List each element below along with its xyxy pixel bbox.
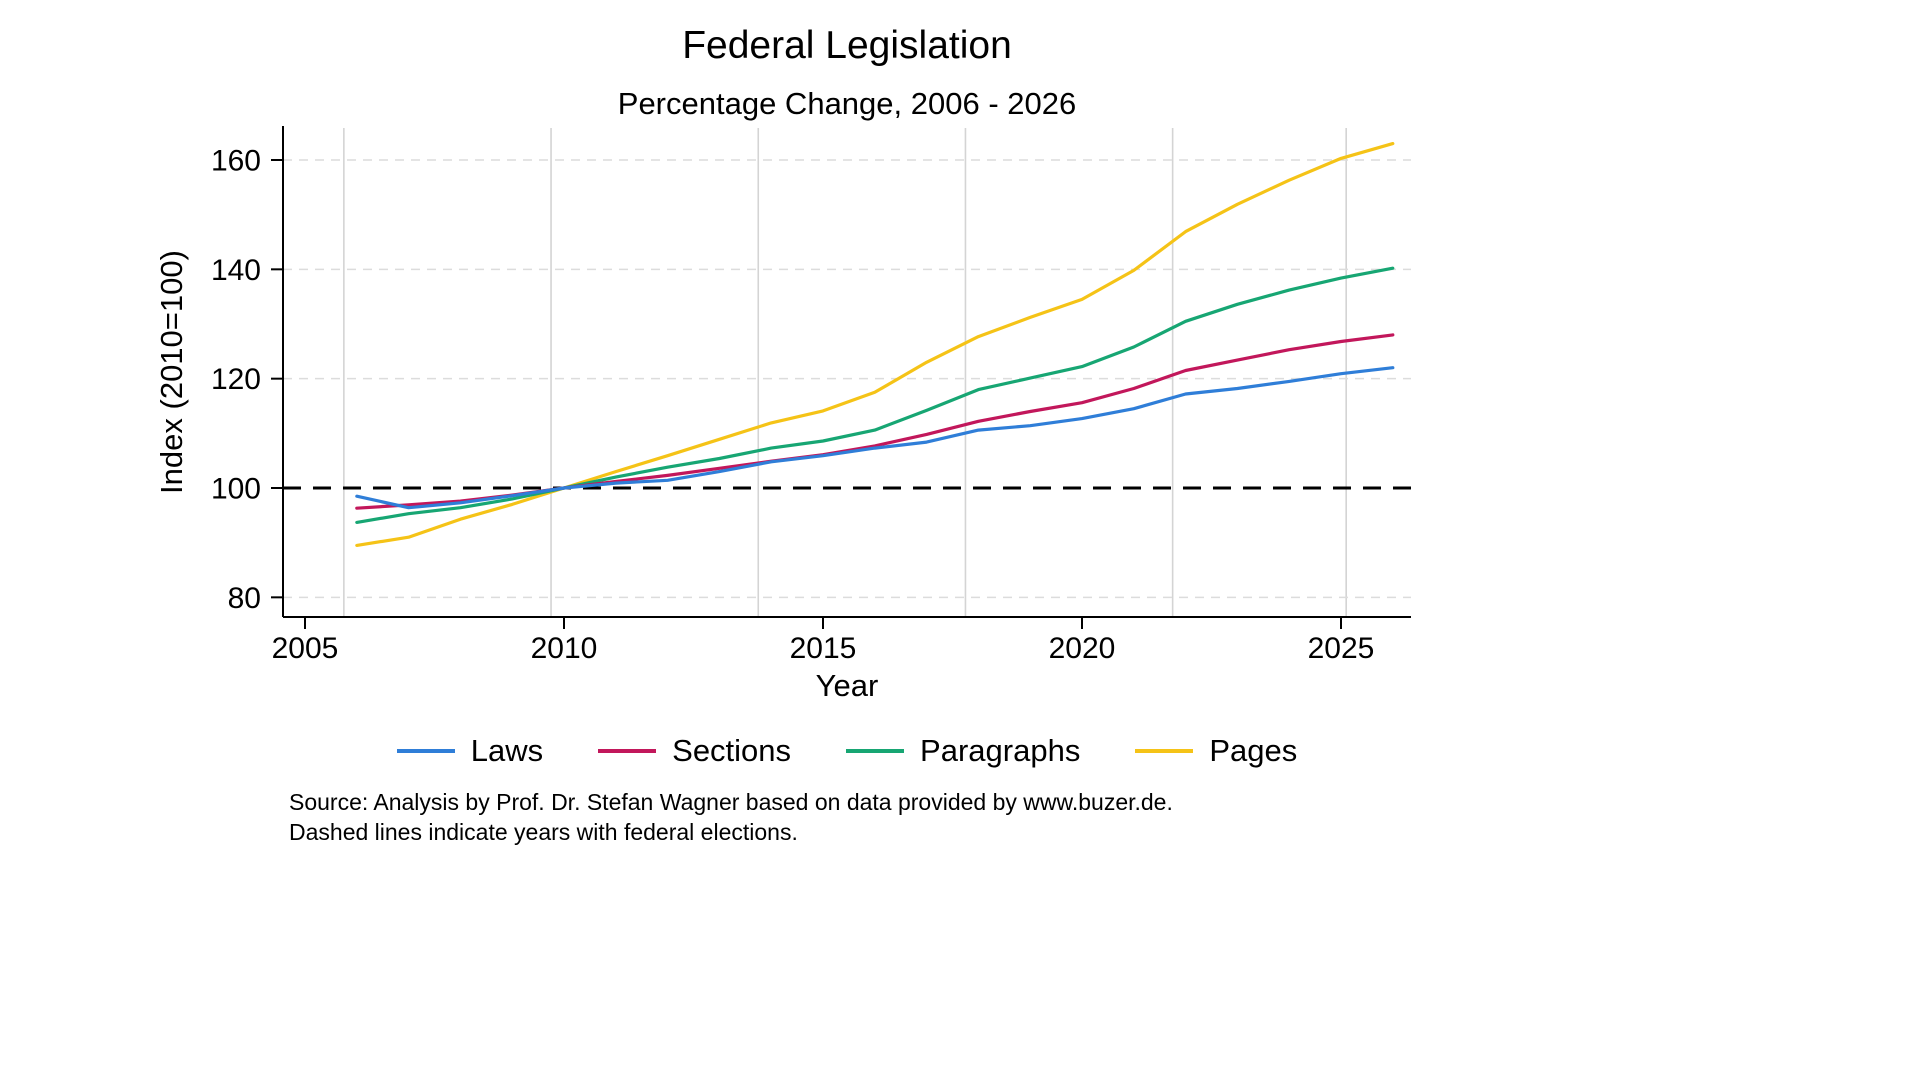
x-tick-label: 2025 [1308, 632, 1375, 665]
y-tick-label: 120 [211, 363, 261, 396]
legend-swatch-pages [1135, 749, 1194, 753]
chart-subtitle: Percentage Change, 2006 - 2026 [617, 86, 1077, 121]
elections-note: Dashed lines indicate years with federal… [289, 819, 798, 846]
legend-item-paragraphs: Paragraphs [846, 733, 1080, 769]
legend-swatch-paragraphs [846, 749, 905, 753]
x-axis-title: Year [815, 668, 879, 703]
x-tick-label: 2015 [790, 632, 857, 665]
y-tick-label: 100 [211, 473, 261, 506]
legend-item-pages: Pages [1135, 733, 1297, 769]
x-tick-label: 2010 [531, 632, 598, 665]
legend-label: Paragraphs [920, 733, 1081, 768]
legend-label: Sections [672, 733, 792, 768]
legend-swatch-laws [396, 749, 455, 753]
legend-item-laws: Laws [396, 733, 544, 769]
series-line-laws [355, 366, 1395, 510]
y-axis-title: Index (2010=100) [154, 250, 189, 494]
source-note: Source: Analysis by Prof. Dr. Stefan Wag… [289, 787, 1173, 848]
legend-swatch-sections [598, 749, 657, 753]
chart-title: Federal Legislation [682, 24, 1012, 67]
x-tick-label: 2020 [1049, 632, 1116, 665]
legend: Laws Sections Paragraphs Pages [283, 733, 1411, 769]
y-tick-label: 80 [228, 582, 261, 615]
legend-label: Pages [1209, 733, 1298, 768]
y-tick-label: 140 [211, 254, 261, 287]
series-line-pages [355, 142, 1395, 548]
source-line: Source: Analysis by Prof. Dr. Stefan Wag… [289, 789, 1173, 815]
series-line-sections [355, 333, 1395, 510]
y-tick-label: 160 [211, 144, 261, 177]
legend-label: Laws [470, 733, 544, 768]
series-line-paragraphs [355, 266, 1395, 525]
x-tick-label: 2005 [272, 632, 339, 665]
legend-item-sections: Sections [598, 733, 791, 769]
